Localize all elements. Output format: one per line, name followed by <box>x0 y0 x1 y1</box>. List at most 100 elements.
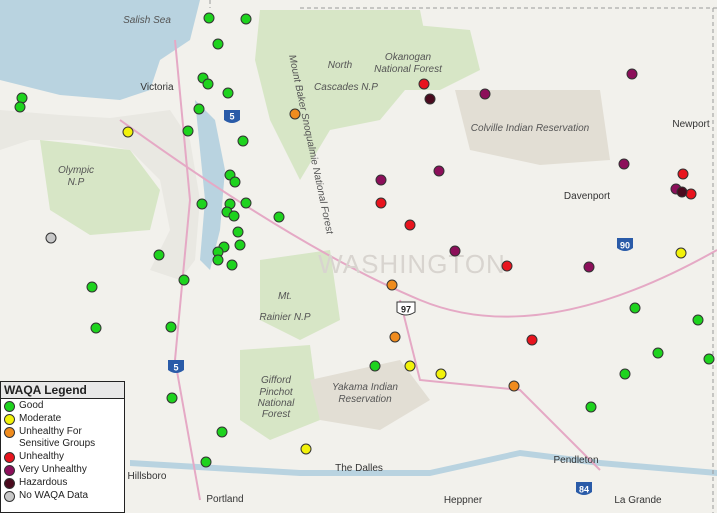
place-label: La Grande <box>614 495 662 506</box>
station-marker[interactable] <box>216 426 228 438</box>
station-marker[interactable] <box>14 101 26 113</box>
place-label: Davenport <box>564 191 610 202</box>
station-marker[interactable] <box>526 334 538 346</box>
station-marker[interactable] <box>619 368 631 380</box>
place-label: The Dalles <box>335 463 383 474</box>
station-marker[interactable] <box>203 12 215 24</box>
station-marker[interactable] <box>675 247 687 259</box>
station-marker[interactable] <box>435 368 447 380</box>
station-marker[interactable] <box>229 176 241 188</box>
station-marker[interactable] <box>677 168 689 180</box>
station-marker[interactable] <box>234 239 246 251</box>
legend-label: No WAQA Data <box>19 490 89 501</box>
station-marker[interactable] <box>226 259 238 271</box>
station-marker[interactable] <box>222 87 234 99</box>
legend-item: Very Unhealthy <box>1 464 124 476</box>
place-label: Gifford <box>261 375 291 386</box>
station-marker[interactable] <box>418 78 430 90</box>
place-label: Cascades N.P <box>314 82 378 93</box>
legend-swatch <box>4 465 15 476</box>
station-markers <box>14 12 715 468</box>
station-marker[interactable] <box>45 232 57 244</box>
place-label: N.P <box>68 177 85 188</box>
station-marker[interactable] <box>289 108 301 120</box>
shield-label: 5 <box>229 111 234 121</box>
station-marker[interactable] <box>375 197 387 209</box>
station-marker[interactable] <box>200 456 212 468</box>
station-marker[interactable] <box>618 158 630 170</box>
shield-label: 90 <box>620 240 630 250</box>
station-marker[interactable] <box>508 380 520 392</box>
station-marker[interactable] <box>228 210 240 222</box>
station-marker[interactable] <box>652 347 664 359</box>
legend-label: Very Unhealthy <box>19 464 87 475</box>
state-label: WASHINGTON <box>318 249 506 279</box>
legend-item: No WAQA Data <box>1 490 124 502</box>
station-marker[interactable] <box>449 245 461 257</box>
station-marker[interactable] <box>90 322 102 334</box>
station-marker[interactable] <box>685 188 697 200</box>
legend-swatch <box>4 491 15 502</box>
station-marker[interactable] <box>629 302 641 314</box>
legend-label: Moderate <box>19 413 62 424</box>
station-marker[interactable] <box>202 78 214 90</box>
station-marker[interactable] <box>404 360 416 372</box>
place-label: Heppner <box>444 495 483 506</box>
station-marker[interactable] <box>300 443 312 455</box>
place-label: National Forest <box>374 64 443 75</box>
legend-item: Unhealthy For Sensitive Groups <box>1 426 124 450</box>
station-marker[interactable] <box>389 331 401 343</box>
legend-swatch <box>4 452 15 463</box>
legend-item: Moderate <box>1 413 124 425</box>
station-marker[interactable] <box>692 314 704 326</box>
station-marker[interactable] <box>240 13 252 25</box>
station-marker[interactable] <box>369 360 381 372</box>
station-marker[interactable] <box>178 274 190 286</box>
legend-label: Unhealthy For Sensitive Groups <box>19 426 96 449</box>
legend-swatch <box>4 427 15 438</box>
station-marker[interactable] <box>196 198 208 210</box>
shield-label: 97 <box>401 304 411 314</box>
legend: WAQA Legend Good Moderate Unhealthy For Se… <box>0 381 125 513</box>
station-marker[interactable] <box>16 92 28 104</box>
station-marker[interactable] <box>585 401 597 413</box>
station-marker[interactable] <box>386 279 398 291</box>
station-marker[interactable] <box>375 174 387 186</box>
station-marker[interactable] <box>153 249 165 261</box>
shield-label: 84 <box>579 484 589 494</box>
station-marker[interactable] <box>232 226 244 238</box>
station-marker[interactable] <box>676 186 688 198</box>
place-label: Pinchot <box>259 387 294 398</box>
place-label: Yakama Indian <box>332 382 398 393</box>
station-marker[interactable] <box>166 392 178 404</box>
place-label: Victoria <box>140 82 174 93</box>
station-marker[interactable] <box>424 93 436 105</box>
station-marker[interactable] <box>193 103 205 115</box>
station-marker[interactable] <box>479 88 491 100</box>
station-marker[interactable] <box>433 165 445 177</box>
station-marker[interactable] <box>583 261 595 273</box>
station-marker[interactable] <box>212 38 224 50</box>
place-label: Mt. <box>278 291 292 302</box>
station-marker[interactable] <box>404 219 416 231</box>
station-marker[interactable] <box>626 68 638 80</box>
place-label: Okanogan <box>385 52 432 63</box>
station-marker[interactable] <box>703 353 715 365</box>
station-marker[interactable] <box>273 211 285 223</box>
place-label: Portland <box>206 494 243 505</box>
station-marker[interactable] <box>165 321 177 333</box>
place-label: Newport <box>672 119 709 130</box>
highway-shields: 5 90 97 5 84 <box>168 110 633 495</box>
place-label: North <box>328 60 353 71</box>
station-marker[interactable] <box>237 135 249 147</box>
shield-label: 5 <box>173 362 178 372</box>
legend-label: Good <box>19 400 44 411</box>
station-marker[interactable] <box>212 254 224 266</box>
legend-item: Unhealthy <box>1 451 124 463</box>
station-marker[interactable] <box>86 281 98 293</box>
station-marker[interactable] <box>182 125 194 137</box>
station-marker[interactable] <box>122 126 134 138</box>
station-marker[interactable] <box>501 260 513 272</box>
station-marker[interactable] <box>240 197 252 209</box>
